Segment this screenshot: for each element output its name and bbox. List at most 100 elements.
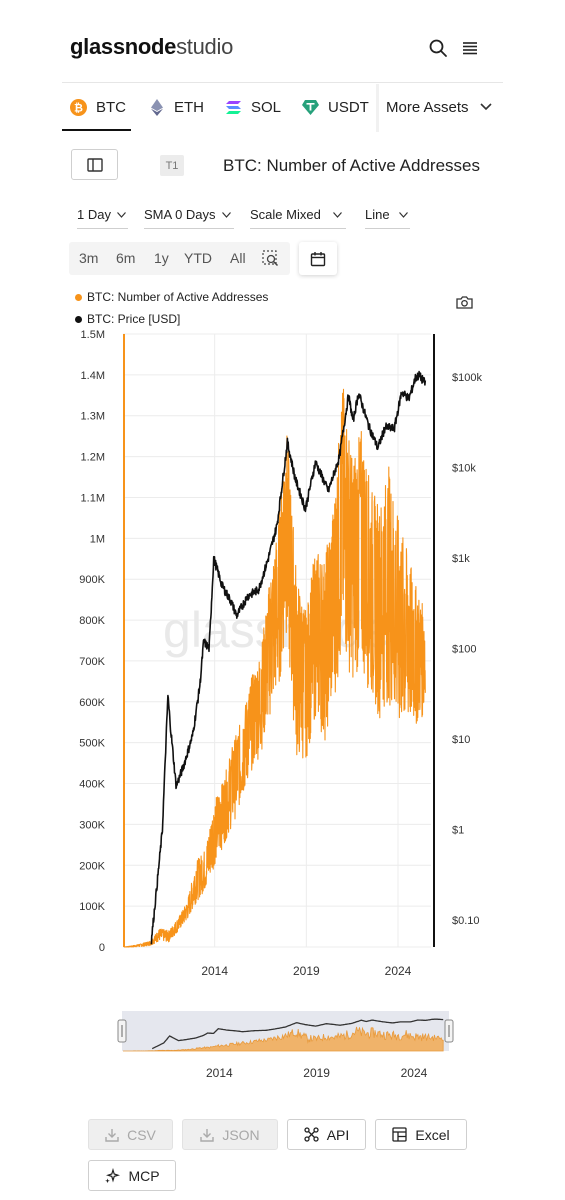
- glassnode-studio-logo[interactable]: glassnodestudio: [70, 34, 234, 59]
- export-csv-button[interactable]: CSV: [88, 1119, 173, 1150]
- zoom-select-icon[interactable]: [262, 250, 279, 267]
- main-chart[interactable]: glassnode 0100K200K300K400K500K600K700K8…: [0, 320, 565, 985]
- tab-usdt[interactable]: USDT: [302, 84, 369, 130]
- price-line: [150, 370, 427, 945]
- tab-separator: [376, 84, 379, 132]
- left-tick-label: 1.5M: [81, 329, 105, 341]
- left-tick-label: 1.3M: [81, 411, 105, 423]
- excel-icon: [392, 1127, 408, 1142]
- left-axis: 0 100K 200K 300K 400K 500K 600K 700K 800K 900K 1M 1…: [79, 329, 105, 954]
- navigator-tick-label: 2024: [401, 1066, 428, 1080]
- right-tick-label: $0.10: [452, 915, 480, 927]
- right-tick-label: $10k: [452, 463, 476, 475]
- sma-value: SMA 0 Days: [144, 207, 216, 222]
- bitcoin-icon: ₿: [70, 98, 87, 116]
- chart-grid: [123, 333, 431, 948]
- scale-value: Scale Mixed: [250, 207, 321, 222]
- left-tick-label: 500K: [79, 738, 105, 750]
- more-assets-label: More Assets: [386, 98, 469, 116]
- range-selector: 3m 6m 1y YTD All: [69, 242, 290, 275]
- legend-swatch: [75, 315, 82, 323]
- right-tick-label: $100: [452, 643, 476, 655]
- tab-btc[interactable]: ₿ BTC: [70, 84, 126, 130]
- left-tick-label: 900K: [79, 574, 105, 586]
- tab-label: SOL: [251, 98, 282, 116]
- chevron-down-icon: [398, 211, 408, 218]
- left-tick-label: 200K: [79, 860, 105, 872]
- navigator-price: [151, 1018, 444, 1050]
- range-3m[interactable]: 3m: [79, 250, 99, 266]
- x-tick-label: 2019: [293, 964, 320, 978]
- left-tick-label: 1.2M: [81, 452, 105, 464]
- button-label: Excel: [415, 1126, 450, 1143]
- solana-icon: [225, 99, 242, 116]
- camera-icon[interactable]: [456, 295, 473, 309]
- x-axis: 2014 2019 2024: [201, 964, 411, 978]
- range-all[interactable]: All: [230, 250, 246, 266]
- right-tick-label: $1k: [452, 553, 470, 565]
- legend-item-price[interactable]: BTC: Price [USD]: [75, 312, 180, 326]
- tether-icon: [302, 99, 319, 116]
- ethereum-icon: [148, 98, 165, 116]
- download-icon: [105, 1128, 119, 1142]
- tab-sol[interactable]: SOL: [225, 84, 281, 130]
- resolution-dropdown[interactable]: 1 Day: [77, 207, 128, 229]
- range-navigator[interactable]: 2014 2019 2024: [0, 1005, 565, 1085]
- tier-badge: T1: [160, 155, 184, 176]
- x-tick-label: 2024: [385, 964, 412, 978]
- button-label: MCP: [128, 1167, 160, 1184]
- left-tick-label: 800K: [79, 615, 105, 627]
- tab-label: USDT: [328, 98, 369, 116]
- left-tick-label: 300K: [79, 819, 105, 831]
- chart-title: BTC: Number of Active Addresses: [223, 156, 480, 175]
- navigator-tick-label: 2014: [206, 1066, 233, 1080]
- left-tick-label: 400K: [79, 779, 105, 791]
- toggle-sidebar-button[interactable]: [71, 149, 118, 180]
- mcp-button[interactable]: MCP: [88, 1160, 176, 1191]
- chart-type-value: Line: [365, 207, 390, 222]
- excel-button[interactable]: Excel: [375, 1119, 467, 1150]
- chevron-down-icon: [332, 211, 342, 218]
- left-tick-label: 0: [99, 942, 105, 954]
- date-picker-button[interactable]: [299, 242, 337, 275]
- left-tick-label: 1.4M: [81, 370, 105, 382]
- navigator-body: [117, 1011, 454, 1052]
- left-tick-label: 700K: [79, 656, 105, 668]
- chart-type-dropdown[interactable]: Line: [365, 207, 410, 229]
- calendar-icon: [310, 251, 326, 266]
- button-label: JSON: [222, 1126, 260, 1143]
- axis-lines: [123, 334, 435, 947]
- search-icon[interactable]: [427, 37, 449, 59]
- legend-item-active-addresses[interactable]: BTC: Number of Active Addresses: [75, 290, 268, 304]
- range-6m[interactable]: 6m: [116, 250, 136, 266]
- button-label: API: [326, 1126, 350, 1143]
- right-tick-label: $10: [452, 734, 470, 746]
- left-tick-label: 100K: [79, 901, 105, 913]
- active-tab-indicator: [62, 129, 131, 131]
- active-addresses-line: [123, 388, 426, 948]
- price-series: [150, 370, 427, 945]
- legend-label: BTC: Number of Active Addresses: [87, 290, 269, 304]
- download-icon: [200, 1128, 215, 1142]
- asset-tabs: ₿ BTC ETH SOL USDT More Assets: [62, 84, 503, 132]
- right-tick-label: $100k: [452, 372, 482, 384]
- api-button[interactable]: API: [287, 1119, 366, 1150]
- chevron-down-icon: [117, 211, 126, 218]
- tab-eth[interactable]: ETH: [148, 84, 204, 130]
- left-tick-label: 1M: [90, 533, 105, 545]
- menu-icon[interactable]: [459, 37, 481, 59]
- navigator-active-addresses: [122, 1026, 444, 1052]
- resolution-value: 1 Day: [77, 207, 111, 222]
- export-json-button[interactable]: JSON: [182, 1119, 278, 1150]
- navigator-axis: 2014 2019 2024: [206, 1066, 428, 1080]
- sparkle-icon: [105, 1167, 121, 1183]
- legend-label: BTC: Price [USD]: [87, 312, 181, 326]
- sma-dropdown[interactable]: SMA 0 Days: [144, 207, 234, 229]
- right-axis: $0.10 $1 $10 $100 $1k $10k $100k: [452, 372, 482, 927]
- range-ytd[interactable]: YTD: [184, 250, 212, 266]
- svg-text:₿: ₿: [74, 102, 83, 114]
- scale-dropdown[interactable]: Scale Mixed: [250, 207, 346, 229]
- right-tick-label: $1: [452, 824, 464, 836]
- range-1y[interactable]: 1y: [154, 250, 169, 266]
- more-assets-dropdown[interactable]: More Assets: [386, 84, 492, 130]
